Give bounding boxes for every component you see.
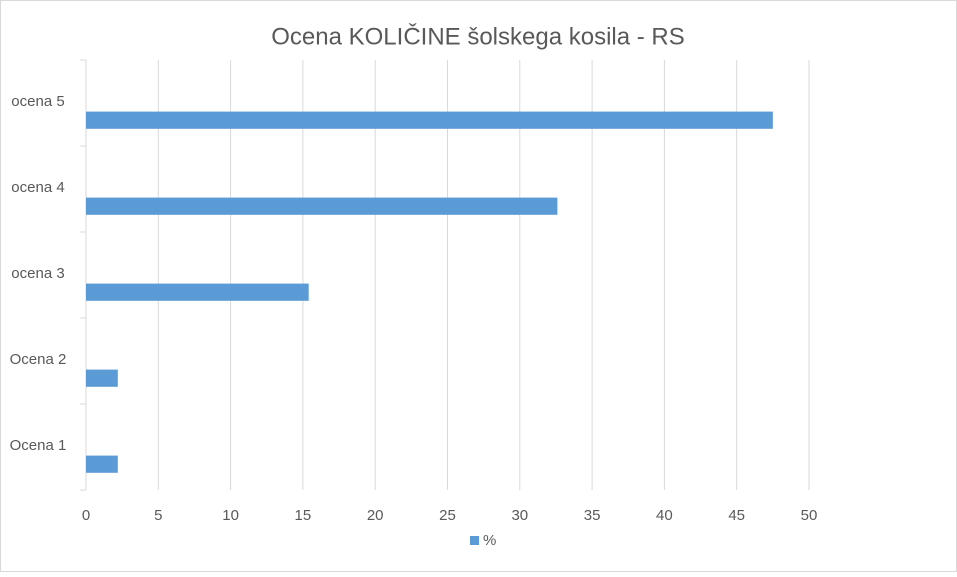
bar: [86, 197, 558, 215]
bar: [86, 111, 773, 129]
x-tick-label: 45: [728, 507, 745, 524]
y-tick-label: Ocena 2: [10, 351, 67, 368]
y-tick-label: ocena 4: [11, 179, 64, 196]
legend-label: %: [483, 532, 496, 549]
x-tick-label: 50: [801, 507, 818, 524]
y-tick-label: Ocena 1: [10, 437, 67, 454]
legend-swatch: [470, 536, 479, 545]
x-tick-label: 5: [154, 507, 162, 524]
x-tick-label: 35: [584, 507, 601, 524]
y-tick-label: ocena 5: [11, 93, 64, 110]
x-tick-label: 30: [511, 507, 528, 524]
x-tick-label: 40: [656, 507, 673, 524]
bar: [86, 369, 118, 387]
x-tick-label: 0: [82, 507, 90, 524]
x-tick-label: 10: [222, 507, 239, 524]
x-tick-label: 15: [295, 507, 312, 524]
x-tick-label: 25: [439, 507, 456, 524]
y-tick-label: ocena 3: [11, 265, 64, 282]
chart-title: Ocena KOLIČINE šolskega kosila - RS: [271, 22, 685, 50]
bar: [86, 283, 309, 301]
x-tick-label: 20: [367, 507, 384, 524]
bar: [86, 455, 118, 473]
